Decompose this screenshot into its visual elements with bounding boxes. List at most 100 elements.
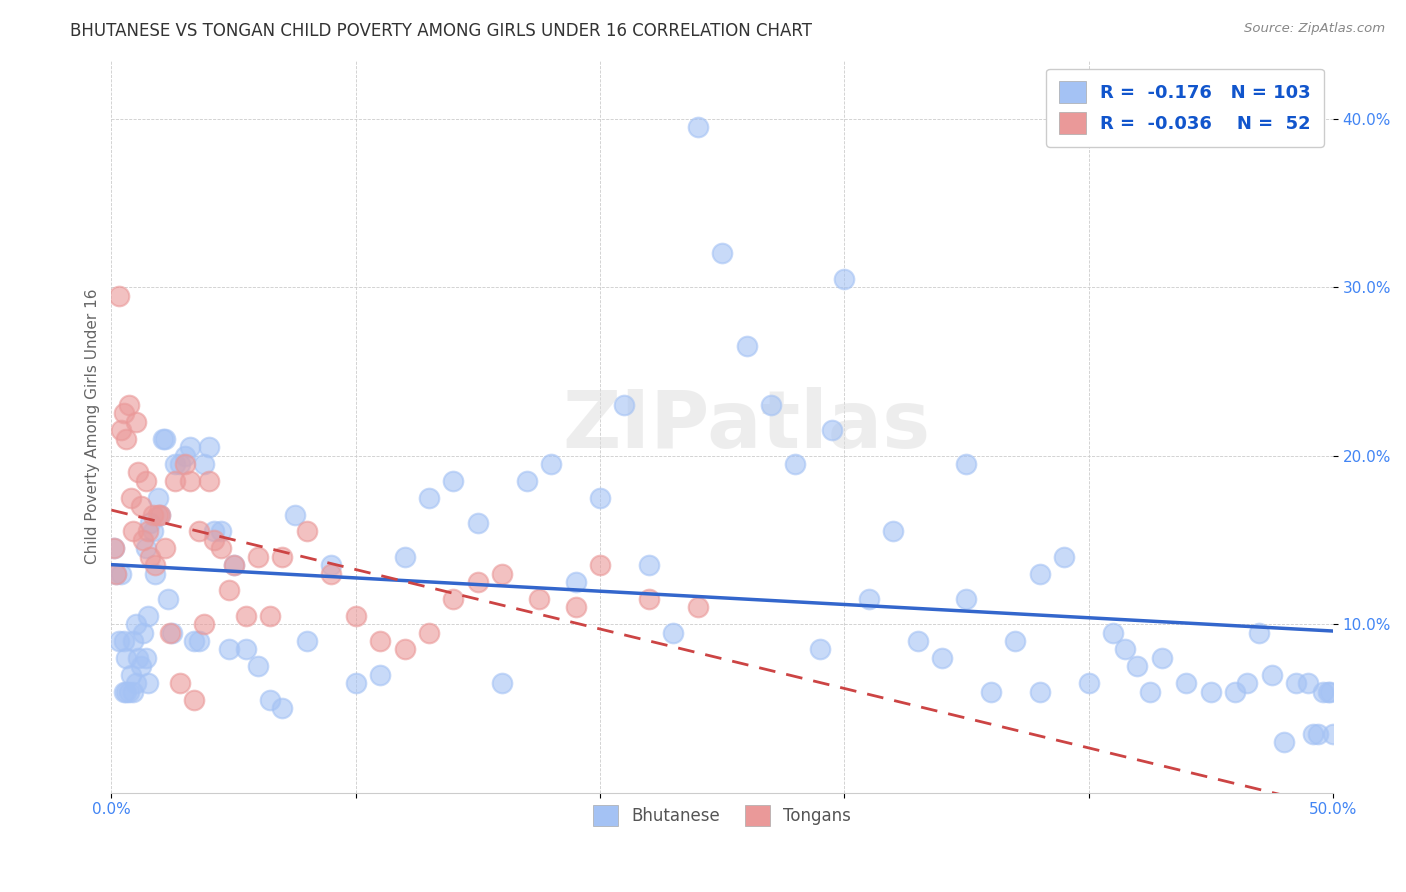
Point xyxy=(735,339,758,353)
Point xyxy=(686,120,709,134)
Point xyxy=(759,398,782,412)
Point xyxy=(146,508,169,522)
Point xyxy=(1139,684,1161,698)
Point xyxy=(188,524,211,539)
Point xyxy=(1114,642,1136,657)
Point xyxy=(235,608,257,623)
Point xyxy=(202,533,225,547)
Point xyxy=(955,591,977,606)
Point xyxy=(173,457,195,471)
Point xyxy=(527,591,550,606)
Point xyxy=(295,524,318,539)
Point xyxy=(222,558,245,573)
Point xyxy=(271,701,294,715)
Point xyxy=(156,591,179,606)
Point xyxy=(122,684,145,698)
Point xyxy=(135,474,157,488)
Text: Source: ZipAtlas.com: Source: ZipAtlas.com xyxy=(1244,22,1385,36)
Point xyxy=(1175,676,1198,690)
Point xyxy=(112,407,135,421)
Point xyxy=(159,625,181,640)
Point xyxy=(145,566,167,581)
Point xyxy=(193,457,215,471)
Point xyxy=(127,466,149,480)
Point xyxy=(808,642,831,657)
Point xyxy=(153,432,176,446)
Point xyxy=(564,574,586,589)
Point xyxy=(209,524,232,539)
Point xyxy=(125,617,148,632)
Point xyxy=(1302,727,1324,741)
Point xyxy=(613,398,636,412)
Point xyxy=(394,549,416,564)
Point xyxy=(179,440,201,454)
Point xyxy=(122,524,145,539)
Point xyxy=(907,634,929,648)
Point xyxy=(980,684,1002,698)
Text: BHUTANESE VS TONGAN CHILD POVERTY AMONG GIRLS UNDER 16 CORRELATION CHART: BHUTANESE VS TONGAN CHILD POVERTY AMONG … xyxy=(70,22,813,40)
Point xyxy=(202,524,225,539)
Point xyxy=(637,591,659,606)
Point xyxy=(1319,684,1341,698)
Point xyxy=(686,600,709,615)
Point xyxy=(637,558,659,573)
Point xyxy=(418,625,440,640)
Point xyxy=(136,676,159,690)
Point xyxy=(107,634,129,648)
Point xyxy=(1126,659,1149,673)
Point xyxy=(467,574,489,589)
Point xyxy=(882,524,904,539)
Point xyxy=(105,566,128,581)
Point xyxy=(127,650,149,665)
Point xyxy=(1053,549,1076,564)
Point xyxy=(1306,727,1329,741)
Point xyxy=(142,524,165,539)
Point xyxy=(284,508,307,522)
Point xyxy=(139,516,162,530)
Point xyxy=(516,474,538,488)
Text: ZIPatlas: ZIPatlas xyxy=(562,387,931,465)
Point xyxy=(112,634,135,648)
Point xyxy=(169,676,191,690)
Point xyxy=(1260,667,1282,681)
Point xyxy=(218,642,240,657)
Point xyxy=(136,524,159,539)
Point xyxy=(368,667,391,681)
Point xyxy=(105,566,128,581)
Point xyxy=(491,566,513,581)
Point xyxy=(1285,676,1308,690)
Point xyxy=(1102,625,1125,640)
Point xyxy=(1077,676,1099,690)
Point xyxy=(491,676,513,690)
Point xyxy=(858,591,880,606)
Point xyxy=(1272,735,1295,749)
Point xyxy=(222,558,245,573)
Point xyxy=(344,676,367,690)
Point xyxy=(1298,676,1320,690)
Point xyxy=(149,508,172,522)
Point xyxy=(467,516,489,530)
Point xyxy=(142,508,165,522)
Point xyxy=(163,474,186,488)
Point xyxy=(115,684,138,698)
Point xyxy=(110,423,132,437)
Point xyxy=(132,533,155,547)
Point xyxy=(246,549,269,564)
Point xyxy=(135,650,157,665)
Point xyxy=(153,541,176,556)
Y-axis label: Child Poverty Among Girls Under 16: Child Poverty Among Girls Under 16 xyxy=(86,288,100,564)
Point xyxy=(125,415,148,429)
Point xyxy=(173,449,195,463)
Point xyxy=(198,474,221,488)
Point xyxy=(179,474,201,488)
Point xyxy=(129,499,152,513)
Point xyxy=(139,549,162,564)
Point xyxy=(1312,684,1334,698)
Point xyxy=(931,650,953,665)
Point xyxy=(441,474,464,488)
Point xyxy=(107,288,129,302)
Point xyxy=(1004,634,1026,648)
Point xyxy=(1316,684,1339,698)
Point xyxy=(218,583,240,598)
Point xyxy=(1199,684,1222,698)
